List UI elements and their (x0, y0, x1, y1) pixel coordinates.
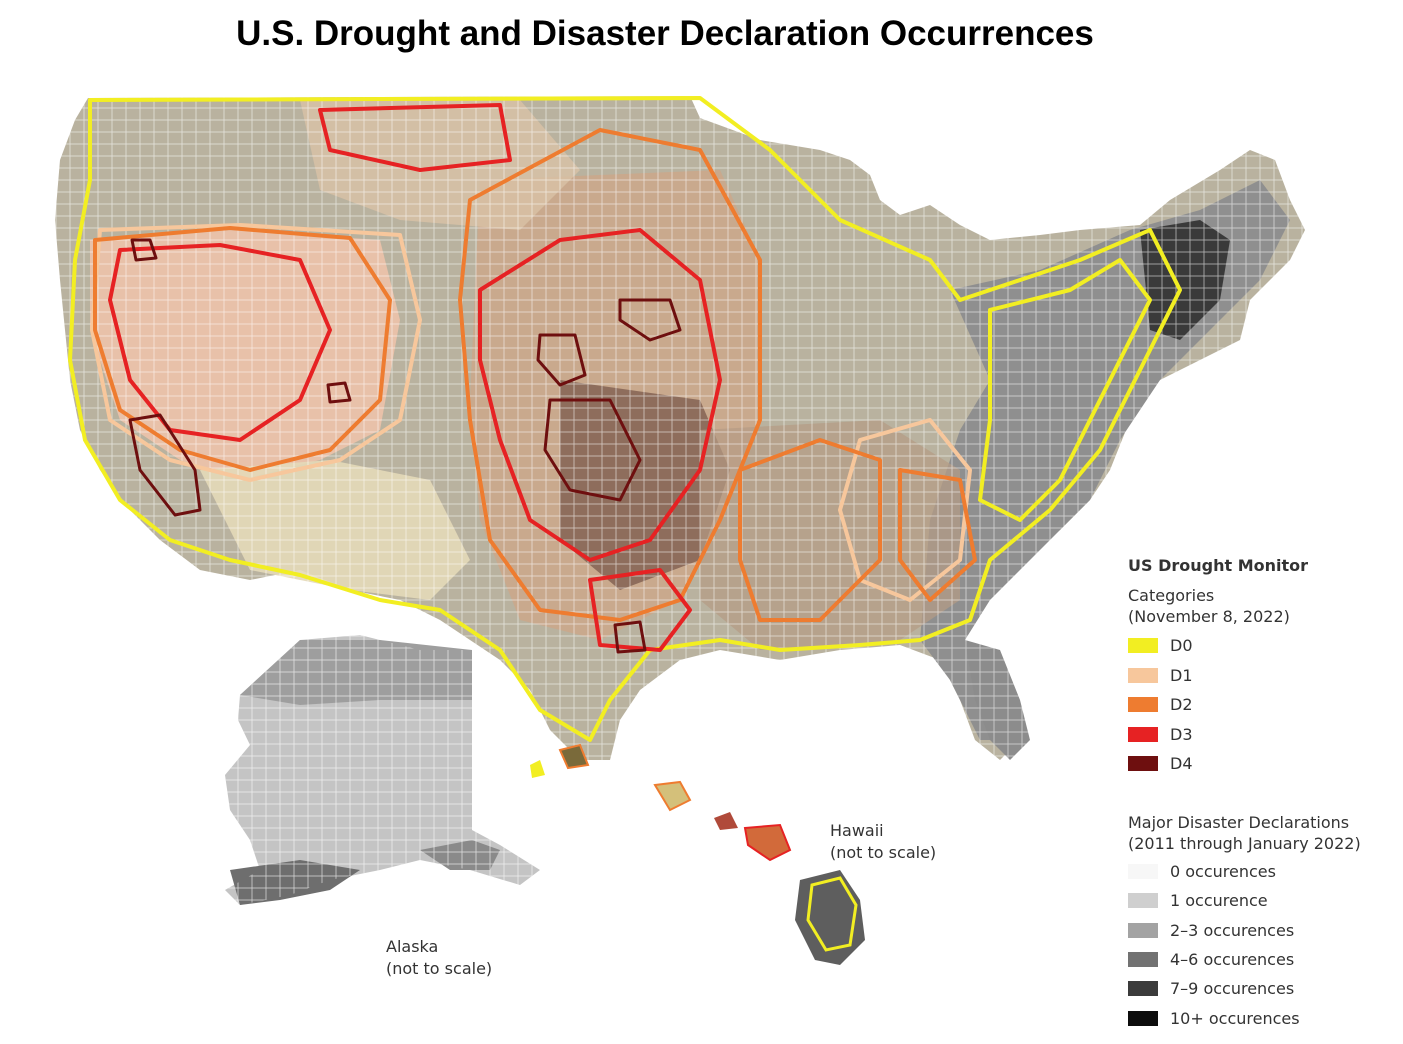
hawaii-islet-1 (558, 743, 590, 770)
drought-legend: US Drought Monitor Categories (November … (1128, 556, 1398, 779)
disaster-category-label: 0 occurences (1170, 862, 1276, 882)
disaster-legend-items: 0 occurences 1 occurence 2–3 occurences 4–6… (1128, 857, 1300, 1033)
hawaii-islet-2 (530, 760, 545, 778)
d0-contour-east (978, 258, 1152, 522)
d4-contour-utah (326, 381, 352, 404)
hawaii-maui (743, 823, 792, 862)
drought-legend-subtitle: Categories (November 8, 2022) (1128, 586, 1290, 626)
d2-contour-plains (458, 128, 762, 622)
disaster-category-swatch (1128, 893, 1158, 909)
disaster-category-item: 4–6 occurences (1128, 945, 1300, 974)
d1-contour (90, 223, 422, 482)
drought-category-label: D3 (1170, 724, 1193, 744)
disaster-category-item: 7–9 occurences (1128, 974, 1300, 1003)
disaster-category-label: 1 occurence (1170, 891, 1268, 911)
d3-contour-north (318, 103, 512, 172)
d2-contour-southeast (898, 468, 977, 602)
d2-contour-west (93, 226, 392, 472)
disaster-category-item: 10+ occurences (1128, 1003, 1300, 1032)
drought-category-label: D4 (1170, 754, 1193, 774)
d4-contour-colorado (536, 333, 587, 387)
d3-contour-texas (588, 568, 692, 652)
alaska-label: Alaska (not to scale) (386, 937, 493, 978)
d2-contour-south (738, 438, 882, 622)
disaster-category-swatch (1128, 981, 1158, 997)
hawaii (530, 743, 865, 965)
drought-category-item: D3 (1128, 720, 1398, 750)
drought-category-item: D0 (1128, 631, 1398, 661)
d4-contour-nebraska (618, 298, 682, 342)
disaster-category-item: 1 occurence (1128, 886, 1300, 915)
drought-category-swatch (1128, 726, 1158, 742)
drought-category-item: D2 (1128, 690, 1398, 720)
d0-contour (68, 96, 1182, 742)
alaska (225, 635, 540, 905)
hawaii-oahu (714, 812, 738, 830)
d4-contour-kansas (543, 398, 642, 502)
county-grid (55, 96, 1305, 766)
disaster-category-label: 4–6 occurences (1170, 950, 1295, 970)
drought-category-label: D1 (1170, 665, 1193, 685)
disaster-category-label: 7–9 occurences (1170, 979, 1295, 999)
disaster-category-label: 10+ occurences (1170, 1008, 1300, 1028)
disaster-legend-subtitle: Major Disaster Declarations (2011 throug… (1128, 813, 1361, 853)
alaska-grid (225, 635, 540, 905)
drought-contours (68, 96, 1182, 742)
hawaii-big-island-drought (806, 876, 858, 952)
d4-contour-oklahoma (613, 620, 647, 654)
d3-contour-plains (478, 228, 722, 562)
hawaii-label: Hawaii (not to scale) (830, 821, 937, 862)
d4-contour-oregon (130, 238, 158, 262)
drought-legend-items: D0 D1 D2 D3 D4 (1128, 631, 1398, 779)
disaster-category-swatch (1128, 952, 1158, 968)
drought-category-swatch (1128, 756, 1158, 772)
disaster-category-swatch (1128, 864, 1158, 880)
drought-category-item: D4 (1128, 749, 1398, 779)
drought-category-item: D1 (1128, 661, 1398, 691)
drought-category-swatch (1128, 638, 1158, 654)
d1-contour-southeast (838, 418, 972, 602)
drought-legend-heading: US Drought Monitor (1128, 556, 1309, 575)
disaster-category-swatch (1128, 922, 1158, 938)
contiguous-us (55, 96, 1305, 766)
drought-category-label: D2 (1170, 695, 1193, 715)
disaster-category-item: 2–3 occurences (1128, 916, 1300, 945)
drought-category-label: D0 (1170, 636, 1193, 656)
drought-category-swatch (1128, 697, 1158, 713)
disaster-category-item: 0 occurences (1128, 857, 1300, 886)
d3-contour-west (108, 243, 332, 442)
map-title: U.S. Drought and Disaster Declaration Oc… (236, 14, 1094, 53)
hawaii-kauai (653, 780, 692, 812)
drought-category-swatch (1128, 667, 1158, 683)
d4-contour-california (128, 413, 202, 517)
disaster-category-swatch (1128, 1010, 1158, 1026)
disaster-category-label: 2–3 occurences (1170, 920, 1295, 940)
